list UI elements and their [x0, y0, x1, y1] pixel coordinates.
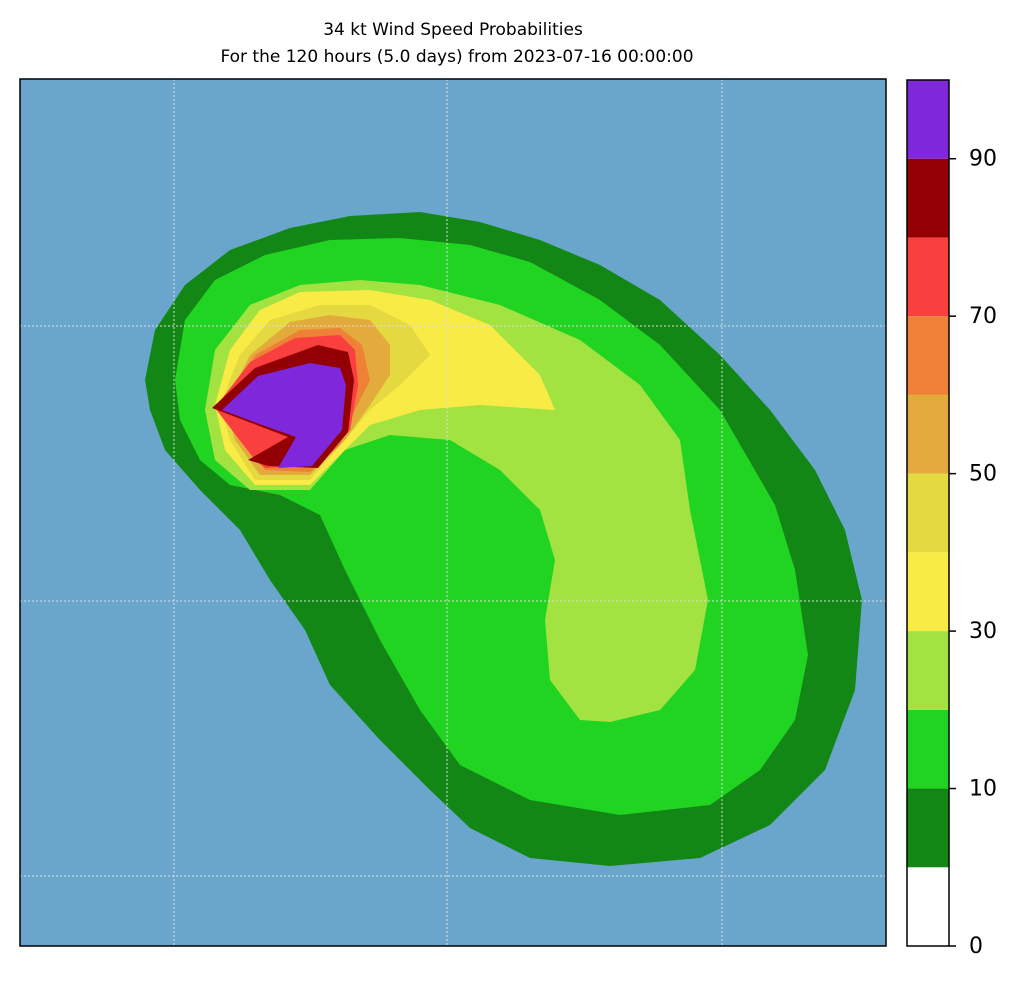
map-frame — [19, 78, 887, 947]
colorbar-segment — [907, 552, 949, 632]
colorbar-tick-label: 30 — [969, 619, 997, 644]
colorbar-tick-label: 70 — [969, 304, 997, 329]
probability-band — [222, 363, 346, 468]
chart-title: 34 kt Wind Speed Probabilities — [323, 20, 583, 40]
colorbar-segment — [907, 473, 949, 553]
colorbar-segment — [907, 237, 949, 317]
chart-subtitle: For the 120 hours (5.0 days) from 2023-0… — [220, 47, 693, 67]
colorbar-tick-label: 10 — [969, 777, 997, 802]
colorbar-segment — [907, 316, 949, 395]
colorbar-tick-label: 0 — [969, 934, 983, 959]
colorbar-segment — [907, 631, 949, 710]
colorbar-segment — [907, 867, 949, 946]
colorbar-tick-label: 50 — [969, 462, 997, 487]
colorbar-segment — [907, 394, 949, 474]
colorbar-segment — [907, 80, 949, 159]
colorbar-segment — [907, 158, 949, 238]
colorbar-segment — [907, 788, 949, 868]
colorbar-tick-label: 90 — [969, 147, 997, 172]
colorbar-frame — [906, 79, 950, 947]
grid — [20, 79, 886, 946]
colorbar-segment — [907, 709, 949, 789]
